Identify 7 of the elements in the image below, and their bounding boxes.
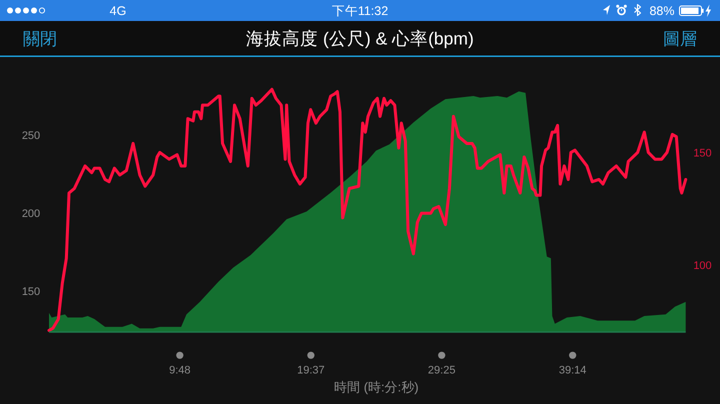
annotation: 圖層 (663, 29, 697, 48)
annotation: 88% (649, 4, 675, 18)
title: 海拔高度 (公尺) & 心率(bpm) (246, 28, 474, 49)
annotation: 下午11:32 (332, 4, 388, 18)
annotation: 4G (110, 4, 126, 18)
xlabel: 時間 (時:分:秒) (334, 380, 419, 395)
annotation: 關閉 (23, 29, 57, 48)
